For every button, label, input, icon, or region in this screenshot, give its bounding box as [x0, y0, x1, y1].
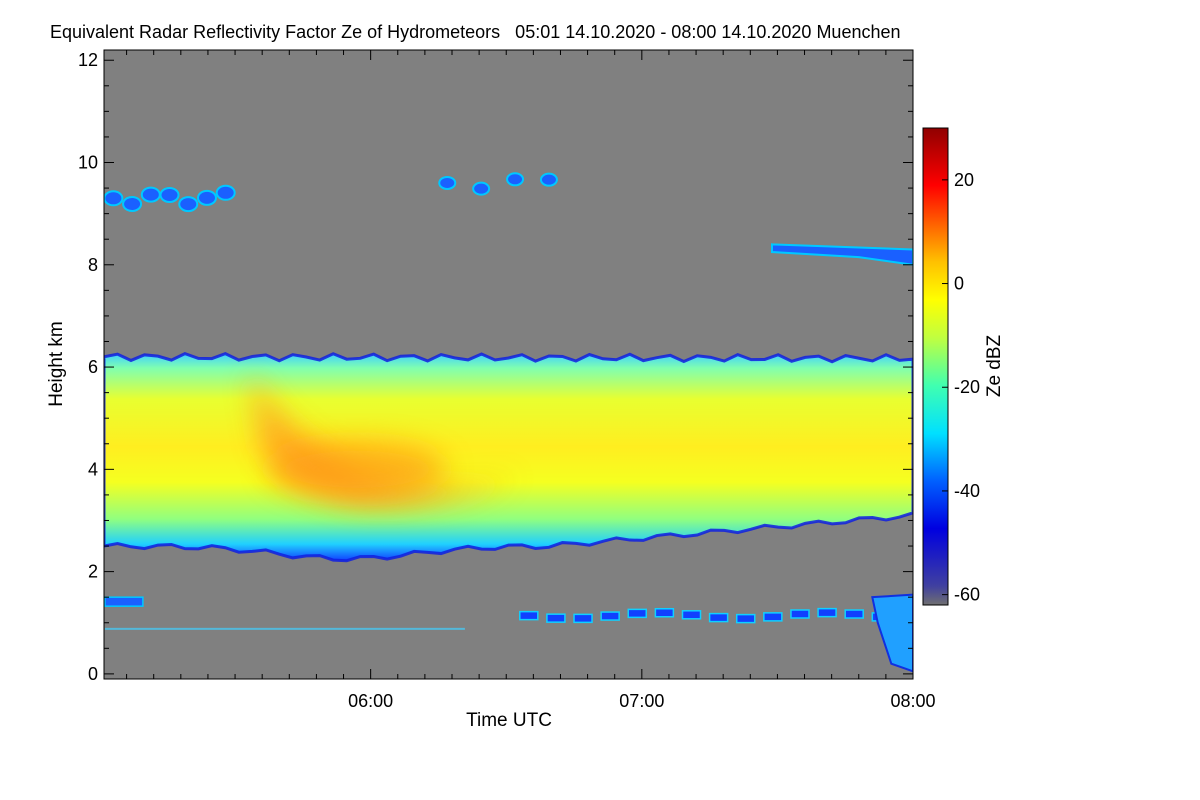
y-tick-label: 0 — [88, 664, 98, 684]
cirrus-patch — [438, 175, 457, 190]
cirrus-patch — [539, 172, 558, 187]
colorbar-tick-label: -20 — [954, 377, 980, 397]
y-axis-label: Height km — [46, 321, 67, 407]
chart-title: Equivalent Radar Reflectivity Factor Ze … — [50, 22, 901, 42]
y-tick-label: 12 — [78, 50, 98, 70]
cirrus-patch — [215, 184, 236, 201]
low-echo — [573, 613, 593, 624]
cirrus-patch — [178, 196, 199, 213]
low-echo — [817, 607, 837, 618]
colorbar-tick-label: -60 — [954, 585, 980, 605]
low-echo — [519, 610, 539, 621]
colorbar-label: Ze dBZ — [984, 334, 1005, 397]
y-tick-label: 2 — [88, 562, 98, 582]
low-echo — [546, 613, 566, 623]
cirrus-patch — [506, 172, 525, 187]
upper-layer — [770, 243, 913, 266]
core-max — [267, 441, 448, 498]
x-tick-label: 07:00 — [619, 691, 664, 711]
low-echo-column — [871, 593, 913, 673]
y-tick-label: 4 — [88, 459, 98, 479]
cirrus-patch — [196, 189, 217, 206]
y-tick-label: 6 — [88, 357, 98, 377]
low-echo — [735, 613, 756, 624]
x-tick-label: 08:00 — [890, 691, 935, 711]
low-echo — [104, 596, 144, 607]
plot-frame — [103, 49, 914, 680]
colorbar-tick-label: -40 — [954, 481, 980, 501]
low-echo — [600, 611, 620, 621]
low-echo — [627, 608, 648, 619]
colorbar-tick-label: 0 — [954, 274, 964, 294]
low-echo — [844, 609, 864, 619]
low-echo — [763, 612, 783, 622]
cirrus-patch — [104, 190, 124, 207]
colorbar — [922, 127, 949, 606]
x-axis-label: Time UTC — [466, 710, 552, 731]
x-tick-label: 06:00 — [348, 691, 393, 711]
y-tick-label: 10 — [78, 153, 98, 173]
cirrus-patch — [140, 186, 161, 203]
cirrus-patch — [472, 181, 491, 196]
low-echo — [708, 612, 729, 623]
colorbar-tick-label: 20 — [954, 170, 974, 190]
low-echo-streak — [104, 627, 465, 630]
precip-layer-edge — [104, 351, 913, 563]
low-echo — [681, 610, 702, 620]
y-tick-label: 8 — [88, 255, 98, 275]
cirrus-patch — [159, 186, 180, 203]
low-echo — [654, 608, 675, 618]
low-echo — [790, 609, 810, 619]
precip-layer — [104, 353, 913, 561]
cirrus-patch — [122, 195, 143, 212]
